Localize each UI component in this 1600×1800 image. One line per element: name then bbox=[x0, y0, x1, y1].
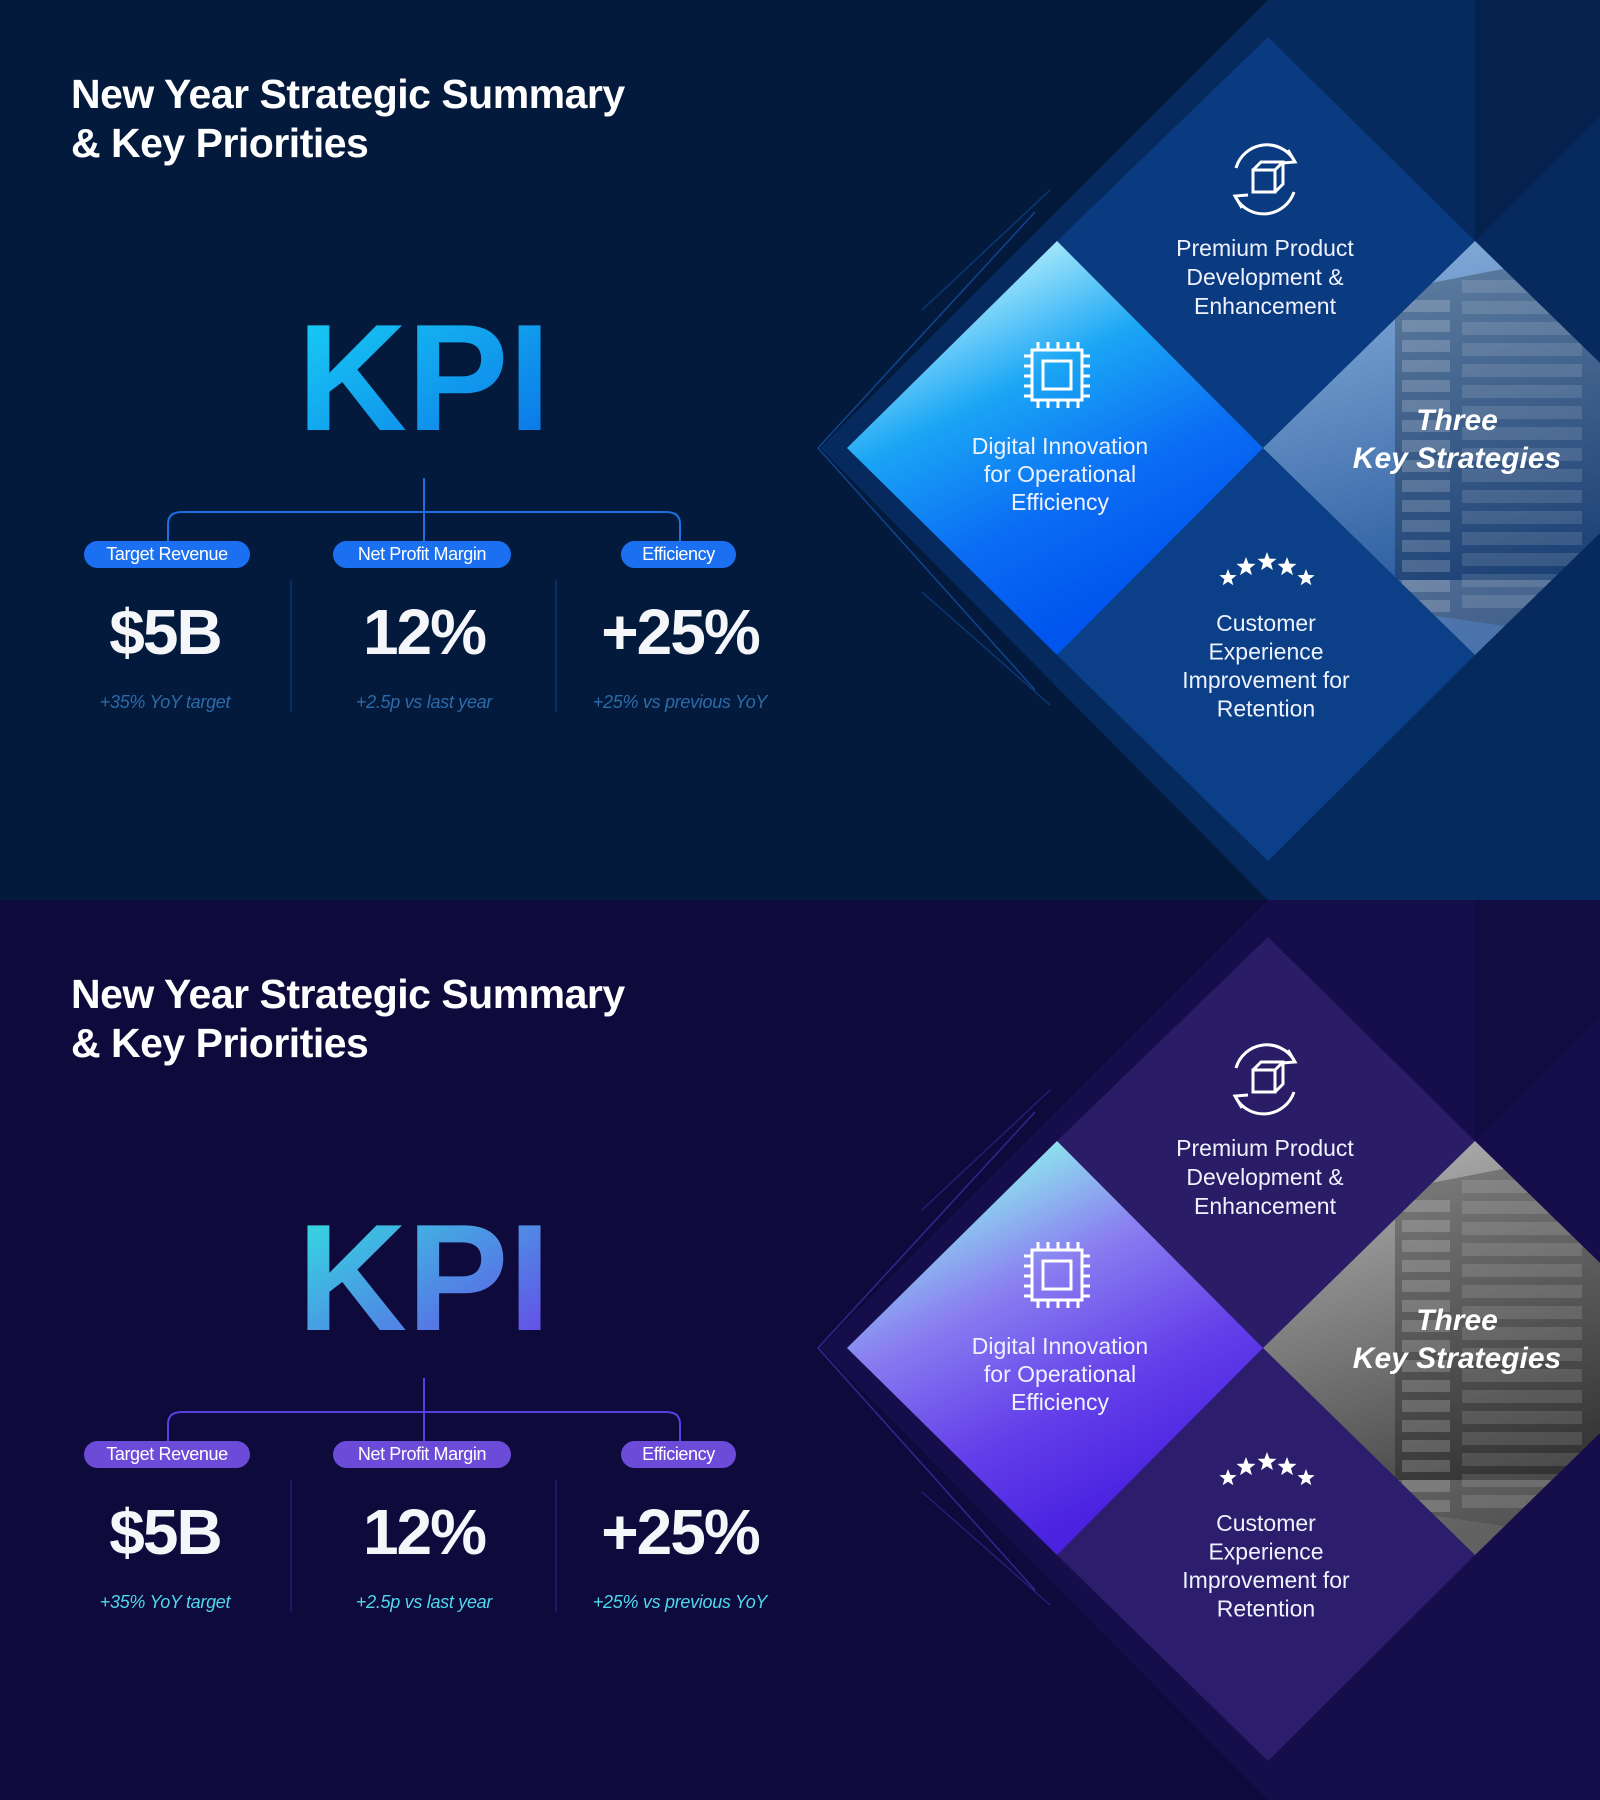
strategy-center-line: Digital Innovation bbox=[972, 433, 1148, 459]
strategy-bottom-line: Experience bbox=[1208, 1539, 1323, 1565]
strategy-center-line: for Operational bbox=[984, 461, 1136, 487]
strategies-heading: Key Strategies bbox=[1353, 1342, 1561, 1375]
kpi-note: +25% vs previous YoY bbox=[593, 1592, 770, 1612]
kpi-note: +2.5p vs last year bbox=[356, 692, 493, 712]
kpi-0: Target Revenue $5B +35% YoY target bbox=[84, 1441, 250, 1612]
strategies-heading: Three bbox=[1416, 404, 1498, 437]
kpi-label: Target Revenue bbox=[106, 544, 228, 564]
kpi-label-pill bbox=[621, 541, 736, 568]
kpi-0: Target Revenue $5B +35% YoY target bbox=[84, 541, 250, 712]
kpi-label: Net Profit Margin bbox=[358, 544, 486, 564]
strategy-top-line: Enhancement bbox=[1194, 293, 1337, 319]
strategy-center-line: for Operational bbox=[984, 1361, 1136, 1387]
kpi-note: +25% vs previous YoY bbox=[593, 692, 770, 712]
kpi-label-pill bbox=[621, 1441, 736, 1468]
strategy-center-diamond bbox=[847, 241, 1263, 655]
slide-2: Premium Product Development & Enhancement … bbox=[0, 900, 1600, 1800]
strategy-top-line: Enhancement bbox=[1194, 1193, 1337, 1219]
kpi-heading: KPI bbox=[297, 293, 550, 463]
strategy-center-line: Efficiency bbox=[1011, 1389, 1110, 1415]
strategy-bottom-diamond bbox=[1057, 1348, 1475, 1761]
strategy-center-diamond bbox=[847, 1141, 1263, 1555]
kpi-label: Target Revenue bbox=[106, 1444, 228, 1464]
kpi-2: Efficiency +25% +25% vs previous YoY bbox=[593, 541, 770, 712]
strategy-bottom-line: Experience bbox=[1208, 639, 1323, 665]
kpi-heading: KPI bbox=[297, 1193, 550, 1363]
kpi-label: Efficiency bbox=[642, 1444, 715, 1464]
kpi-value: 12% bbox=[363, 1496, 486, 1568]
page-title: New Year Strategic Summary bbox=[71, 71, 625, 117]
strategy-top-diamond bbox=[1057, 37, 1475, 448]
strategy-top-diamond bbox=[1057, 937, 1475, 1348]
strategies-heading: Key Strategies bbox=[1353, 442, 1561, 475]
strategy-bottom-diamond bbox=[1057, 448, 1475, 861]
strategy-bottom-line: Customer bbox=[1216, 1510, 1316, 1536]
kpi-1: Net Profit Margin 12% +2.5p vs last year bbox=[333, 541, 511, 712]
strategy-top-line: Development & bbox=[1186, 1164, 1343, 1190]
kpi-label-pill bbox=[333, 541, 511, 568]
chip-icon bbox=[1024, 1242, 1090, 1308]
chevron-outline bbox=[816, 211, 1036, 691]
strategy-top-line: Premium Product bbox=[1176, 235, 1354, 261]
kpi-value: $5B bbox=[109, 596, 220, 668]
kpi-2: Efficiency +25% +25% vs previous YoY bbox=[593, 1441, 770, 1612]
kpi-note: +35% YoY target bbox=[100, 1592, 232, 1612]
kpi-label-pill bbox=[84, 541, 250, 568]
strategy-bottom-line: Improvement for bbox=[1182, 1567, 1350, 1593]
stars-icon bbox=[1219, 552, 1315, 586]
kpi-note: +35% YoY target bbox=[100, 692, 232, 712]
strategy-top-line: Development & bbox=[1186, 264, 1343, 290]
box-cycle-icon bbox=[1232, 1043, 1298, 1116]
strategy-center-line: Efficiency bbox=[1011, 489, 1110, 515]
kpi-connector bbox=[167, 1378, 681, 1441]
slide-1: Premium Product Development & Enhancement … bbox=[0, 0, 1600, 900]
strategy-bottom-line: Customer bbox=[1216, 610, 1316, 636]
kpi-value: +25% bbox=[601, 596, 760, 668]
kpi-value: +25% bbox=[601, 1496, 760, 1568]
stars-icon bbox=[1219, 1452, 1315, 1486]
box-cycle-icon bbox=[1232, 143, 1298, 216]
kpi-note: +2.5p vs last year bbox=[356, 1592, 493, 1612]
strategy-top-line: Premium Product bbox=[1176, 1135, 1354, 1161]
page-title: & Key Priorities bbox=[71, 120, 368, 166]
strategy-bottom-line: Improvement for bbox=[1182, 667, 1350, 693]
kpi-1: Net Profit Margin 12% +2.5p vs last year bbox=[333, 1441, 511, 1612]
kpi-connector bbox=[167, 478, 681, 541]
kpi-label: Net Profit Margin bbox=[358, 1444, 486, 1464]
strategy-bottom-line: Retention bbox=[1217, 696, 1315, 722]
kpi-label: Efficiency bbox=[642, 544, 715, 564]
chip-icon bbox=[1024, 342, 1090, 408]
kpi-value: 12% bbox=[363, 596, 486, 668]
kpi-label-pill bbox=[84, 1441, 250, 1468]
kpi-value: $5B bbox=[109, 1496, 220, 1568]
chevron-outline bbox=[816, 1111, 1036, 1591]
page-title: & Key Priorities bbox=[71, 1020, 368, 1066]
kpi-label-pill bbox=[333, 1441, 511, 1468]
page-title: New Year Strategic Summary bbox=[71, 971, 625, 1017]
strategies-heading: Three bbox=[1416, 1304, 1498, 1337]
strategy-center-line: Digital Innovation bbox=[972, 1333, 1148, 1359]
strategy-bottom-line: Retention bbox=[1217, 1596, 1315, 1622]
